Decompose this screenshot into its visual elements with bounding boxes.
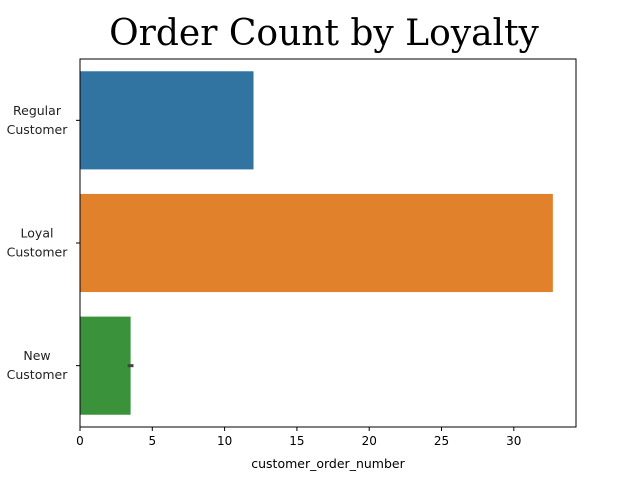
x-axis-label: customer_order_number [251, 456, 405, 471]
bar-regular-customer [80, 71, 254, 170]
y-tick-label-new-customer: New Customer [7, 348, 69, 382]
y-axis-category-labels: Regular Customer Loyal Customer New Customer [7, 103, 80, 382]
y-tick-label-line: Loyal [21, 226, 54, 241]
bar-new-customer [80, 316, 131, 415]
x-tick-label: 25 [434, 434, 449, 448]
x-tick-label: 30 [506, 434, 521, 448]
chart-title: Order Count by Loyalty [109, 13, 539, 54]
y-tick-label-line: Regular [13, 103, 62, 118]
x-tick-label: 15 [289, 434, 304, 448]
y-tick-label-line: Customer [7, 367, 69, 382]
bar-loyal-customer [80, 193, 553, 293]
y-tick-label-regular-customer: Regular Customer [7, 103, 69, 137]
y-tick-label-loyal-customer: Loyal Customer [7, 226, 69, 260]
x-tick-label: 20 [362, 434, 377, 448]
y-tick-label-line: Customer [7, 245, 69, 260]
x-tick-label: 0 [76, 434, 84, 448]
x-tick-label: 5 [148, 434, 156, 448]
x-axis-ticks: 0 5 10 15 20 25 30 [76, 427, 521, 448]
x-tick-label: 10 [217, 434, 232, 448]
y-tick-label-line: New [23, 348, 50, 363]
y-tick-label-line: Customer [7, 122, 69, 137]
bars-group [80, 71, 553, 415]
